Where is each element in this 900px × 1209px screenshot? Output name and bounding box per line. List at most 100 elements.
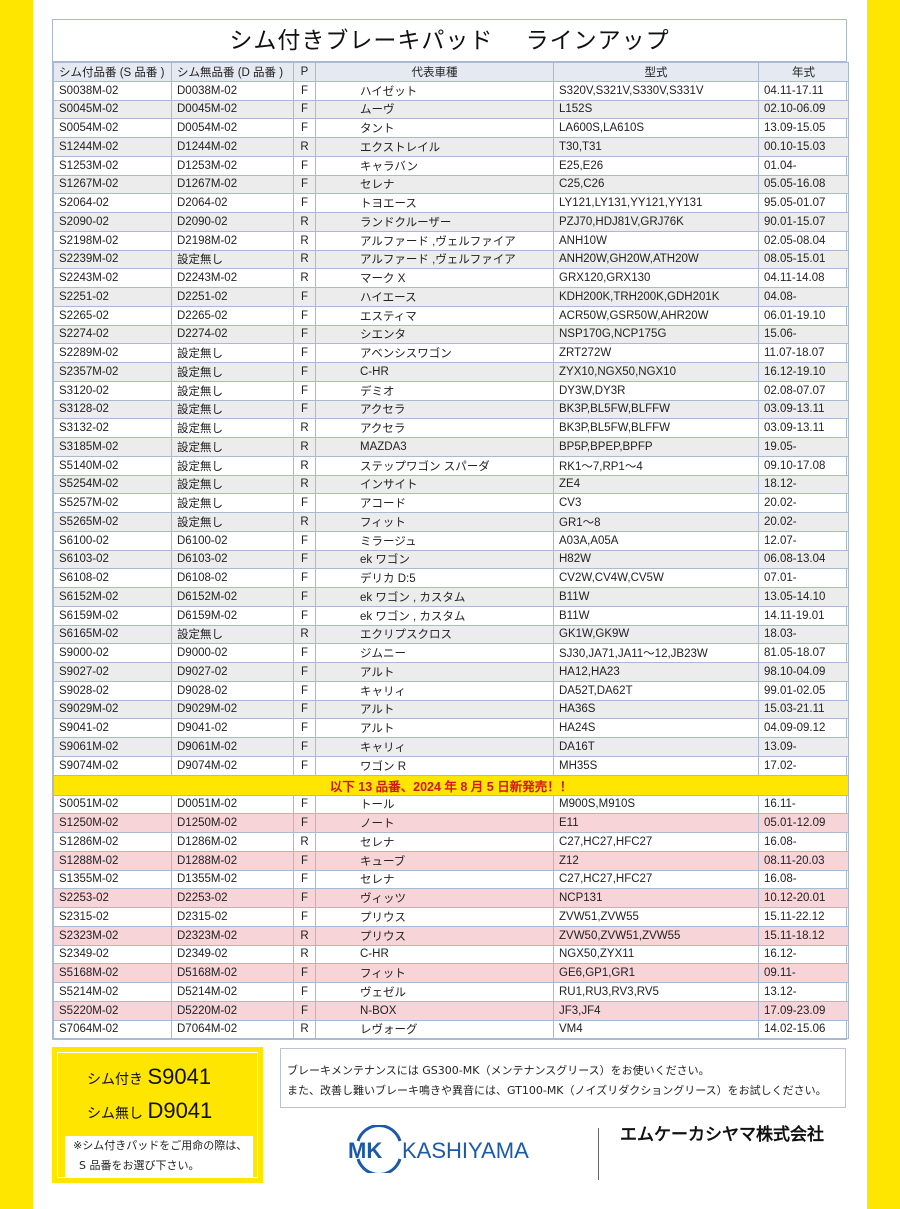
cell-vehicle: デミオ	[315, 380, 554, 401]
cell-vehicle: セレナ	[315, 869, 554, 890]
cell-year: 81.05-18.07	[758, 643, 849, 663]
cell-vehicle: キューブ	[315, 850, 554, 871]
cell-year: 04.11-14.08	[758, 268, 849, 288]
cell-s-part: S5214M-02	[53, 982, 172, 1002]
cell-d-part: D2064-02	[171, 193, 294, 213]
cell-d-part: D2315-02	[171, 907, 294, 927]
cell-s-part: S5265M-02	[53, 512, 172, 532]
cell-d-part: D5220M-02	[171, 1000, 294, 1021]
cell-d-part: 設定無し	[171, 249, 294, 270]
cell-position: F	[293, 118, 316, 138]
cell-d-part: 設定無し	[171, 399, 294, 420]
cell-d-part: D6152M-02	[171, 587, 294, 607]
cell-vehicle: ハイゼット	[315, 80, 554, 101]
cell-d-part: D0051M-02	[171, 794, 294, 815]
cell-s-part: S1355M-02	[53, 869, 172, 890]
cell-vehicle: シエンタ	[315, 324, 554, 345]
cell-d-part: D2251-02	[171, 287, 294, 307]
without-shim-label: シム無し	[87, 1106, 143, 1122]
table-row: S0054M-02 D0054M-02 F タント LA600S,LA610S 13.09…	[53, 118, 849, 138]
cell-position: F	[293, 530, 316, 551]
cell-vehicle: エクストレイル	[315, 137, 554, 157]
cell-model-code: BK3P,BL5FW,BLFFW	[553, 418, 759, 438]
cell-position: F	[293, 907, 316, 927]
cell-model-code: GRX120,GRX130	[553, 268, 759, 288]
cell-year: 05.05-16.08	[758, 174, 849, 195]
with-shim-example: シム付き S9041	[87, 1064, 211, 1090]
cell-year: 16.08-	[758, 869, 849, 890]
cell-vehicle: ステップワゴン スパーダ	[315, 455, 554, 476]
cell-position: F	[293, 605, 316, 626]
cell-s-part: S6100-02	[53, 530, 172, 551]
cell-model-code: DA16T	[553, 737, 759, 757]
cell-position: F	[293, 680, 316, 701]
divider	[598, 1128, 599, 1180]
cell-model-code: PZJ70,HDJ81V,GRJ76K	[553, 212, 759, 232]
cell-s-part: S6108-02	[53, 568, 172, 588]
note-line-1: ※シム付きパッドをご用命の際は、	[73, 1139, 248, 1152]
cell-position: F	[293, 362, 316, 382]
banner-text: 以下 13 品番、2024 年 8 月 5 日新発売！！	[53, 774, 849, 796]
cell-model-code: C25,C26	[553, 174, 759, 195]
cell-position: F	[293, 305, 316, 326]
cell-model-code: RK1～7,RP1～4	[553, 455, 759, 476]
cell-year: 99.01-02.05	[758, 680, 849, 701]
cell-vehicle: ek ワゴン , カスタム	[315, 605, 554, 626]
cell-model-code: HA24S	[553, 718, 759, 738]
part-example-box: シム付き S9041 シム無し D9041 ※シム付きパッドをご用命の際は、 S…	[52, 1047, 263, 1183]
table-row: S2251-02 D2251-02 F ハイエース KDH200K,TRH200K,GD…	[53, 287, 849, 307]
table-row: S2090-02 D2090-02 R ランドクルーザー PZJ70,HDJ81V,GR…	[53, 212, 849, 232]
cell-model-code: BP5P,BPEP,BPFP	[553, 437, 759, 457]
cell-position: R	[293, 925, 316, 946]
cell-s-part: S2064-02	[53, 193, 172, 213]
cell-s-part: S1267M-02	[53, 174, 172, 195]
cell-s-part: S6159M-02	[53, 605, 172, 626]
cell-position: F	[293, 155, 316, 176]
cell-year: 09.11-	[758, 963, 849, 983]
table-row: S3128-02 設定無し F アクセラ BK3P,BL5FW,BLFFW 03.09-1…	[53, 399, 849, 420]
cell-model-code: VM4	[553, 1019, 759, 1040]
col-model-code: 型式	[553, 62, 759, 82]
table-row: S5257M-02 設定無し F アコード CV3 20.02-	[53, 493, 849, 513]
cell-d-part: D7064M-02	[171, 1019, 294, 1040]
cell-year: 06.08-13.04	[758, 549, 849, 570]
cell-model-code: LY121,LY131,YY121,YY131	[553, 193, 759, 213]
cell-s-part: S0038M-02	[53, 80, 172, 101]
cell-year: 16.11-	[758, 794, 849, 815]
cell-s-part: S2315-02	[53, 907, 172, 927]
cell-position: R	[293, 455, 316, 476]
new-release-banner: 以下 13 品番、2024 年 8 月 5 日新発売！！	[53, 774, 849, 796]
cell-vehicle: エスティマ	[315, 305, 554, 326]
table-row: S2253-02 D2253-02 F ヴィッツ NCP131 10.12-20.01	[53, 888, 849, 908]
table-row: S0051M-02 D0051M-02 F トール M900S,M910S 16.11-	[53, 794, 849, 815]
cell-s-part: S2198M-02	[53, 230, 172, 251]
cell-position: F	[293, 737, 316, 757]
table-row: S2349-02 D2349-02 R C-HR NGX50,ZYX11 16.12-	[53, 944, 849, 965]
cell-year: 15.06-	[758, 324, 849, 345]
cell-position: F	[293, 718, 316, 738]
table-row: S9029M-02 D9029M-02 F アルト HA36S 15.03-21.11	[53, 699, 849, 720]
cell-s-part: S0051M-02	[53, 794, 172, 815]
notice-line-2: また、改善し難いブレーキ鳴きや異音には、GT100-MK（ノイズリダクショングリ…	[287, 1084, 827, 1097]
cell-vehicle: ミラージュ	[315, 530, 554, 551]
cell-position: F	[293, 794, 316, 815]
cell-position: F	[293, 99, 316, 120]
cell-s-part: S1286M-02	[53, 832, 172, 852]
cell-d-part: D9061M-02	[171, 737, 294, 757]
cell-year: 02.08-07.07	[758, 380, 849, 401]
cell-model-code: RU1,RU3,RV3,RV5	[553, 982, 759, 1002]
cell-model-code: CV2W,CV4W,CV5W	[553, 568, 759, 588]
table-row: S9027-02 D9027-02 F アルト HA12,HA23 98.10-04.09	[53, 662, 849, 682]
cell-position: F	[293, 174, 316, 195]
cell-vehicle: レヴォーグ	[315, 1019, 554, 1040]
cell-d-part: D1267M-02	[171, 174, 294, 195]
cell-d-part: D1244M-02	[171, 137, 294, 157]
cell-s-part: S9027-02	[53, 662, 172, 682]
table-row: S5254M-02 設定無し R インサイト ZE4 18.12-	[53, 474, 849, 495]
col-s-part: シム付品番 (S 品番 )	[53, 62, 172, 82]
table-row: S2198M-02 D2198M-02 R アルファード ,ヴェルファイア ANH10W…	[53, 230, 849, 251]
cell-year: 15.03-21.11	[758, 699, 849, 720]
cell-model-code: CV3	[553, 493, 759, 513]
cell-model-code: GR1～8	[553, 512, 759, 532]
